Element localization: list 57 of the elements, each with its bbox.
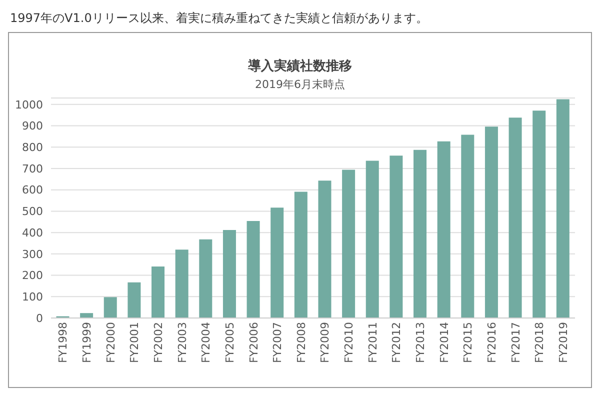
- bar: [294, 192, 308, 318]
- bar: [484, 126, 498, 318]
- y-tick-label: 1000: [15, 98, 43, 112]
- y-tick-label: 600: [22, 184, 43, 197]
- bar: [437, 141, 450, 318]
- bar: [508, 118, 522, 318]
- y-tick-label: 300: [22, 248, 43, 261]
- bar: [556, 99, 570, 318]
- bar: [461, 134, 474, 318]
- x-tick-label: FY2013: [414, 322, 427, 364]
- x-tick-label: FY2016: [485, 322, 498, 364]
- y-tick-label: 800: [22, 141, 43, 154]
- x-tick-label: FY2004: [200, 322, 213, 364]
- bar: [152, 266, 165, 318]
- bar: [104, 297, 117, 318]
- y-tick-label: 100: [22, 290, 43, 304]
- x-tick-label: FY2015: [462, 322, 475, 364]
- x-tick-label: FY2005: [223, 322, 236, 364]
- y-tick-label: 0: [36, 312, 43, 325]
- x-tick-label: FY2017: [509, 322, 522, 364]
- bar: [342, 170, 356, 318]
- bar: [222, 230, 236, 318]
- x-tick-label: FY2011: [366, 322, 380, 364]
- bar: [270, 208, 284, 318]
- x-tick-label: FY2009: [318, 322, 332, 364]
- y-tick-label: 900: [22, 120, 43, 133]
- bar: [246, 221, 260, 318]
- x-tick-label: FY2001: [128, 322, 142, 364]
- y-tick-label: 700: [22, 162, 43, 176]
- chart-title: 導入実績社数推移: [247, 58, 353, 75]
- chart-subtitle: 2019年6月末時点: [254, 77, 346, 92]
- bar: [318, 180, 332, 318]
- bar: [366, 160, 379, 318]
- text: 1997年のV1.0リリース以来、着実に積み重ねてきた実績と信頼があります。: [10, 11, 428, 25]
- bar: [414, 150, 427, 318]
- x-tick-label: FY2012: [390, 322, 404, 364]
- x-tick-label: FY2010: [342, 322, 356, 364]
- bar: [175, 250, 188, 318]
- bar: [80, 313, 94, 318]
- x-tick-label: FY2014: [438, 322, 451, 364]
- y-tick-label: 500: [22, 205, 43, 218]
- y-tick-label: 200: [22, 269, 43, 282]
- x-tick-label: FY2019: [556, 322, 570, 364]
- bar: [128, 282, 141, 318]
- x-tick-label: FY2007: [271, 322, 284, 364]
- y-tick-label: 400: [22, 226, 43, 240]
- bar: [199, 239, 212, 318]
- x-tick-label: FY2003: [176, 322, 189, 364]
- bar: [532, 110, 546, 318]
- x-tick-label: FY2002: [152, 322, 165, 364]
- x-tick-label: FY1998: [56, 322, 70, 364]
- x-tick-label: FY2018: [533, 322, 546, 364]
- x-tick-label: FY2008: [294, 322, 308, 364]
- x-tick-label: FY2006: [247, 322, 260, 364]
- x-tick-label: FY2000: [104, 322, 118, 364]
- x-tick-label: FY1999: [80, 322, 94, 364]
- bar: [390, 156, 403, 318]
